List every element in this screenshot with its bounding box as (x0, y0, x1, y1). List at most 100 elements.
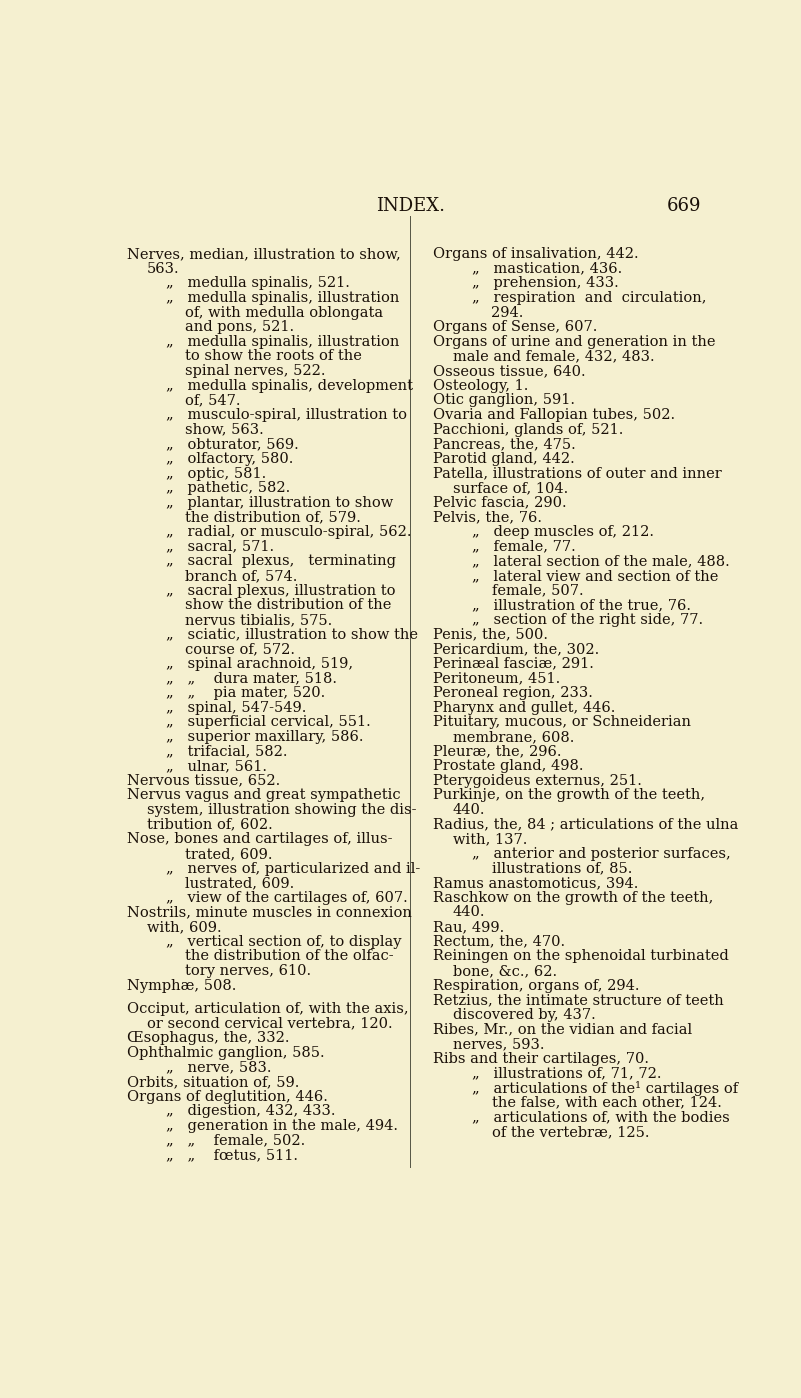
Text: Ribes, Mr., on the vidian and facial: Ribes, Mr., on the vidian and facial (433, 1022, 693, 1036)
Text: Otic ganglion, 591.: Otic ganglion, 591. (433, 393, 575, 407)
Text: „   superficial cervical, 551.: „ superficial cervical, 551. (166, 716, 371, 730)
Text: show the distribution of the: show the distribution of the (185, 598, 392, 612)
Text: or second cervical vertebra, 120.: or second cervical vertebra, 120. (147, 1016, 392, 1030)
Text: Patella, illustrations of outer and inner: Patella, illustrations of outer and inne… (433, 467, 723, 481)
Text: Ribs and their cartilages, 70.: Ribs and their cartilages, 70. (433, 1051, 650, 1065)
Text: „   obturator, 569.: „ obturator, 569. (166, 438, 299, 452)
Text: Nymphæ, 508.: Nymphæ, 508. (127, 979, 236, 993)
Text: Peroneal region, 233.: Peroneal region, 233. (433, 686, 594, 700)
Text: and pons, 521.: and pons, 521. (185, 320, 295, 334)
Text: Rectum, the, 470.: Rectum, the, 470. (433, 935, 566, 949)
Text: „   ulnar, 561.: „ ulnar, 561. (166, 759, 267, 773)
Text: „   medulla spinalis, 521.: „ medulla spinalis, 521. (166, 277, 350, 291)
Text: „   generation in the male, 494.: „ generation in the male, 494. (166, 1118, 398, 1132)
Text: Osseous tissue, 640.: Osseous tissue, 640. (433, 363, 586, 377)
Text: Ophthalmic ganglion, 585.: Ophthalmic ganglion, 585. (127, 1046, 325, 1060)
Text: „   female, 77.: „ female, 77. (472, 540, 576, 554)
Text: „   „    dura mater, 518.: „ „ dura mater, 518. (166, 671, 337, 685)
Text: „   optic, 581.: „ optic, 581. (166, 467, 266, 481)
Text: Organs of deglutition, 446.: Organs of deglutition, 446. (127, 1090, 328, 1104)
Text: „   mastication, 436.: „ mastication, 436. (472, 261, 622, 275)
Text: Pharynx and gullet, 446.: Pharynx and gullet, 446. (433, 700, 616, 714)
Text: „   lateral view and section of the: „ lateral view and section of the (472, 569, 718, 583)
Text: with, 609.: with, 609. (147, 920, 221, 934)
Text: „   medulla spinalis, illustration: „ medulla spinalis, illustration (166, 336, 400, 350)
Text: „   olfactory, 580.: „ olfactory, 580. (166, 452, 293, 466)
Text: male and female, 432, 483.: male and female, 432, 483. (453, 350, 654, 363)
Text: of the vertebræ, 125.: of the vertebræ, 125. (492, 1125, 649, 1139)
Text: Nervous tissue, 652.: Nervous tissue, 652. (127, 773, 280, 787)
Text: Respiration, organs of, 294.: Respiration, organs of, 294. (433, 979, 640, 993)
Text: system, illustration showing the dis-: system, illustration showing the dis- (147, 802, 417, 816)
Text: „   lateral section of the male, 488.: „ lateral section of the male, 488. (472, 554, 730, 569)
Text: Pancreas, the, 475.: Pancreas, the, 475. (433, 438, 576, 452)
Text: „   spinal arachnoid, 519,: „ spinal arachnoid, 519, (166, 657, 353, 671)
Text: of, 547.: of, 547. (185, 393, 241, 407)
Text: discovered by, 437.: discovered by, 437. (453, 1008, 595, 1022)
Text: membrane, 608.: membrane, 608. (453, 730, 574, 744)
Text: show, 563.: show, 563. (185, 422, 264, 436)
Text: Reiningen on the sphenoidal turbinated: Reiningen on the sphenoidal turbinated (433, 949, 729, 963)
Text: Penis, the, 500.: Penis, the, 500. (433, 628, 549, 642)
Text: Purkinje, on the growth of the teeth,: Purkinje, on the growth of the teeth, (433, 788, 706, 802)
Text: „   musculo-spiral, illustration to: „ musculo-spiral, illustration to (166, 408, 407, 422)
Text: bone, &c., 62.: bone, &c., 62. (453, 965, 557, 979)
Text: „   prehension, 433.: „ prehension, 433. (472, 277, 619, 291)
Text: „   „    fœtus, 511.: „ „ fœtus, 511. (166, 1148, 298, 1162)
Text: Pelvic fascia, 290.: Pelvic fascia, 290. (433, 496, 567, 510)
Text: Orbits, situation of, 59.: Orbits, situation of, 59. (127, 1075, 300, 1089)
Text: Pelvis, the, 76.: Pelvis, the, 76. (433, 510, 542, 524)
Text: Pituitary, mucous, or Schneiderian: Pituitary, mucous, or Schneiderian (433, 716, 691, 730)
Text: „   illustrations of, 71, 72.: „ illustrations of, 71, 72. (472, 1067, 662, 1081)
Text: the distribution of, 579.: the distribution of, 579. (185, 510, 361, 524)
Text: to show the roots of the: to show the roots of the (185, 350, 362, 363)
Text: 669: 669 (666, 197, 701, 215)
Text: spinal nerves, 522.: spinal nerves, 522. (185, 363, 326, 377)
Text: „   nerve, 583.: „ nerve, 583. (166, 1061, 272, 1075)
Text: the false, with each other, 124.: the false, with each other, 124. (492, 1096, 722, 1110)
Text: „   section of the right side, 77.: „ section of the right side, 77. (472, 612, 703, 626)
Text: Pterygoideus externus, 251.: Pterygoideus externus, 251. (433, 773, 642, 787)
Text: Occiput, articulation of, with the axis,: Occiput, articulation of, with the axis, (127, 1002, 409, 1016)
Text: tory nerves, 610.: tory nerves, 610. (185, 965, 312, 979)
Text: „   sciatic, illustration to show the: „ sciatic, illustration to show the (166, 628, 418, 642)
Text: „   sacral plexus, illustration to: „ sacral plexus, illustration to (166, 583, 396, 597)
Text: Prostate gland, 498.: Prostate gland, 498. (433, 759, 584, 773)
Text: Retzius, the intimate structure of teeth: Retzius, the intimate structure of teeth (433, 993, 724, 1007)
Text: „   pathetic, 582.: „ pathetic, 582. (166, 481, 290, 495)
Text: Nose, bones and cartilages of, illus-: Nose, bones and cartilages of, illus- (127, 832, 392, 846)
Text: Perinæal fasciæ, 291.: Perinæal fasciæ, 291. (433, 657, 594, 671)
Text: Ovaria and Fallopian tubes, 502.: Ovaria and Fallopian tubes, 502. (433, 408, 675, 422)
Text: „   illustration of the true, 76.: „ illustration of the true, 76. (472, 598, 691, 612)
Text: Œsophagus, the, 332.: Œsophagus, the, 332. (127, 1032, 290, 1046)
Text: course of, 572.: course of, 572. (185, 642, 296, 656)
Text: „   trifacial, 582.: „ trifacial, 582. (166, 745, 288, 759)
Text: „   articulations of, with the bodies: „ articulations of, with the bodies (472, 1110, 730, 1124)
Text: „   medulla spinalis, illustration: „ medulla spinalis, illustration (166, 291, 400, 305)
Text: „   plantar, illustration to show: „ plantar, illustration to show (166, 496, 393, 510)
Text: 294.: 294. (492, 306, 524, 320)
Text: „   anterior and posterior surfaces,: „ anterior and posterior surfaces, (472, 847, 731, 861)
Text: „   view of the cartilages of, 607.: „ view of the cartilages of, 607. (166, 891, 408, 905)
Text: „   articulations of the¹ cartilages of: „ articulations of the¹ cartilages of (472, 1081, 739, 1096)
Text: 440.: 440. (453, 802, 485, 816)
Text: „   superior maxillary, 586.: „ superior maxillary, 586. (166, 730, 364, 744)
Text: branch of, 574.: branch of, 574. (185, 569, 298, 583)
Text: Ramus anastomoticus, 394.: Ramus anastomoticus, 394. (433, 877, 638, 891)
Text: 440.: 440. (453, 906, 485, 920)
Text: „   radial, or musculo-spiral, 562.: „ radial, or musculo-spiral, 562. (166, 526, 412, 540)
Text: „   sacral  plexus,   terminating: „ sacral plexus, terminating (166, 554, 396, 569)
Text: Osteology, 1.: Osteology, 1. (433, 379, 529, 393)
Text: „   deep muscles of, 212.: „ deep muscles of, 212. (472, 526, 654, 540)
Text: „   medulla spinalis, development: „ medulla spinalis, development (166, 379, 413, 393)
Text: „   nerves of, particularized and il-: „ nerves of, particularized and il- (166, 861, 421, 875)
Text: female, 507.: female, 507. (492, 583, 583, 597)
Text: Peritoneum, 451.: Peritoneum, 451. (433, 671, 561, 685)
Text: Radius, the, 84 ; articulations of the ulna: Radius, the, 84 ; articulations of the u… (433, 818, 739, 832)
Text: with, 137.: with, 137. (453, 832, 527, 846)
Text: Pericardium, the, 302.: Pericardium, the, 302. (433, 642, 600, 656)
Text: the distribution of the olfac-: the distribution of the olfac- (185, 949, 394, 963)
Text: „   „    pia mater, 520.: „ „ pia mater, 520. (166, 686, 325, 700)
Text: Pacchioni, glands of, 521.: Pacchioni, glands of, 521. (433, 422, 624, 436)
Text: nerves, 593.: nerves, 593. (453, 1037, 544, 1051)
